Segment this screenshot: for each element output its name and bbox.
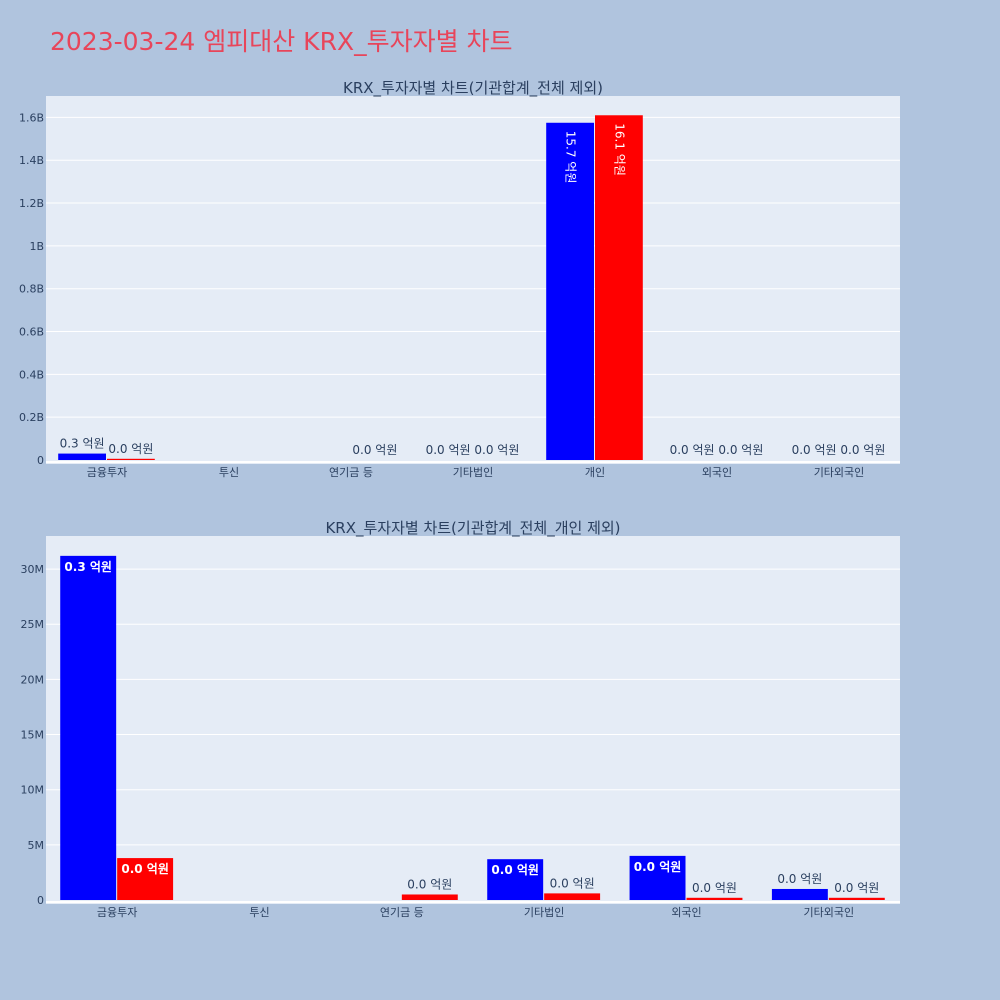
bar (546, 122, 594, 460)
y-tick-label: 1.2B (19, 197, 44, 210)
x-tick-label: 투신 (249, 906, 269, 919)
y-tick-label: 15M (21, 729, 45, 742)
x-tick-label: 외국인 (671, 906, 701, 919)
y-tick-label: 1B (29, 240, 44, 253)
x-tick-label: 투신 (219, 466, 239, 479)
bar-data-label: 0.0 억원 (777, 872, 822, 886)
x-tick-label: 기타법인 (524, 906, 564, 919)
y-tick-label: 1.4B (19, 154, 44, 167)
bar (487, 859, 544, 900)
chart-title: KRX_투자자별 차트(기관합계_전체 제외) (343, 79, 603, 98)
y-tick-label: 1.6B (19, 111, 44, 124)
bar (117, 858, 174, 900)
y-tick-label: 0.8B (19, 283, 44, 296)
y-tick-label: 0.6B (19, 326, 44, 339)
y-tick-label: 0 (37, 454, 44, 467)
bar (686, 897, 743, 900)
plot-area (46, 536, 900, 904)
x-tick-label: 개인 (585, 466, 605, 479)
y-tick-label: 0.2B (19, 411, 44, 424)
y-tick-label: 0 (37, 894, 44, 907)
bar-data-label: 0.0 억원 (834, 881, 879, 895)
bar-data-label: 0.0 억원 (840, 443, 885, 457)
y-tick-label: 10M (21, 784, 45, 797)
bar (401, 894, 458, 900)
bar-data-label: 0.3 억원 (60, 437, 105, 451)
bar-data-label: 0.0 억원 (352, 443, 397, 457)
bar-data-label: 0.0 억원 (550, 876, 595, 890)
bar-data-label: 0.0 억원 (634, 860, 682, 874)
bar-data-label: 0.0 억원 (692, 881, 737, 895)
bar (595, 115, 643, 460)
y-tick-label: 0.4B (19, 368, 44, 381)
bar-data-label: 15.7 억원 (564, 131, 578, 184)
page-title: 2023-03-24 엠피대산 KRX_투자자별 차트 (50, 27, 513, 56)
chart-investor-all: 0 0.2B 0.4B 0.6B 0.8B 1B 1.2B 1.4B 1.6B KRX_투자자별 … (19, 79, 900, 479)
y-tick-label: 20M (21, 673, 45, 686)
bar (107, 458, 155, 460)
bar-data-label: 0.3 억원 (64, 560, 112, 574)
chart-title: KRX_투자자별 차트(기관합계_전체_개인 제외) (325, 519, 620, 538)
x-tick-label: 금융투자 (87, 466, 127, 479)
y-tick-label: 25M (21, 618, 45, 631)
bar (544, 893, 601, 900)
x-tick-label: 외국인 (702, 466, 732, 479)
bar-data-label: 0.0 억원 (792, 443, 837, 457)
bar-data-label: 0.0 억원 (491, 863, 539, 877)
x-tick-label: 기타외국인 (804, 906, 855, 919)
chart-investor-excl-individual: 0 5M 10M 15M 20M 25M 30M KRX_투자자별 차트(기관합계_전체_개인… (21, 519, 900, 919)
x-tick-label: 기타법인 (453, 466, 493, 479)
bar (58, 453, 106, 460)
x-tick-label: 금융투자 (97, 906, 137, 919)
bar-data-label: 0.0 억원 (407, 877, 452, 891)
bar (60, 555, 117, 900)
bar-data-label: 0.0 억원 (474, 443, 519, 457)
bar-data-label: 0.0 억원 (718, 443, 763, 457)
bar-data-label: 16.1 억원 (612, 123, 626, 176)
x-tick-label: 연기금 등 (329, 466, 373, 479)
bar-data-label: 0.0 억원 (670, 443, 715, 457)
y-tick-label: 30M (21, 563, 45, 576)
plot-area (46, 96, 900, 464)
y-tick-label: 5M (28, 839, 45, 852)
bar-data-label: 0.0 억원 (121, 862, 169, 876)
x-tick-label: 연기금 등 (380, 906, 424, 919)
bar (629, 855, 686, 900)
x-tick-label: 기타외국인 (814, 466, 865, 479)
bar (771, 888, 828, 900)
bar-data-label: 0.0 억원 (108, 442, 153, 456)
bar-data-label: 0.0 억원 (426, 443, 471, 457)
bar (828, 897, 885, 900)
